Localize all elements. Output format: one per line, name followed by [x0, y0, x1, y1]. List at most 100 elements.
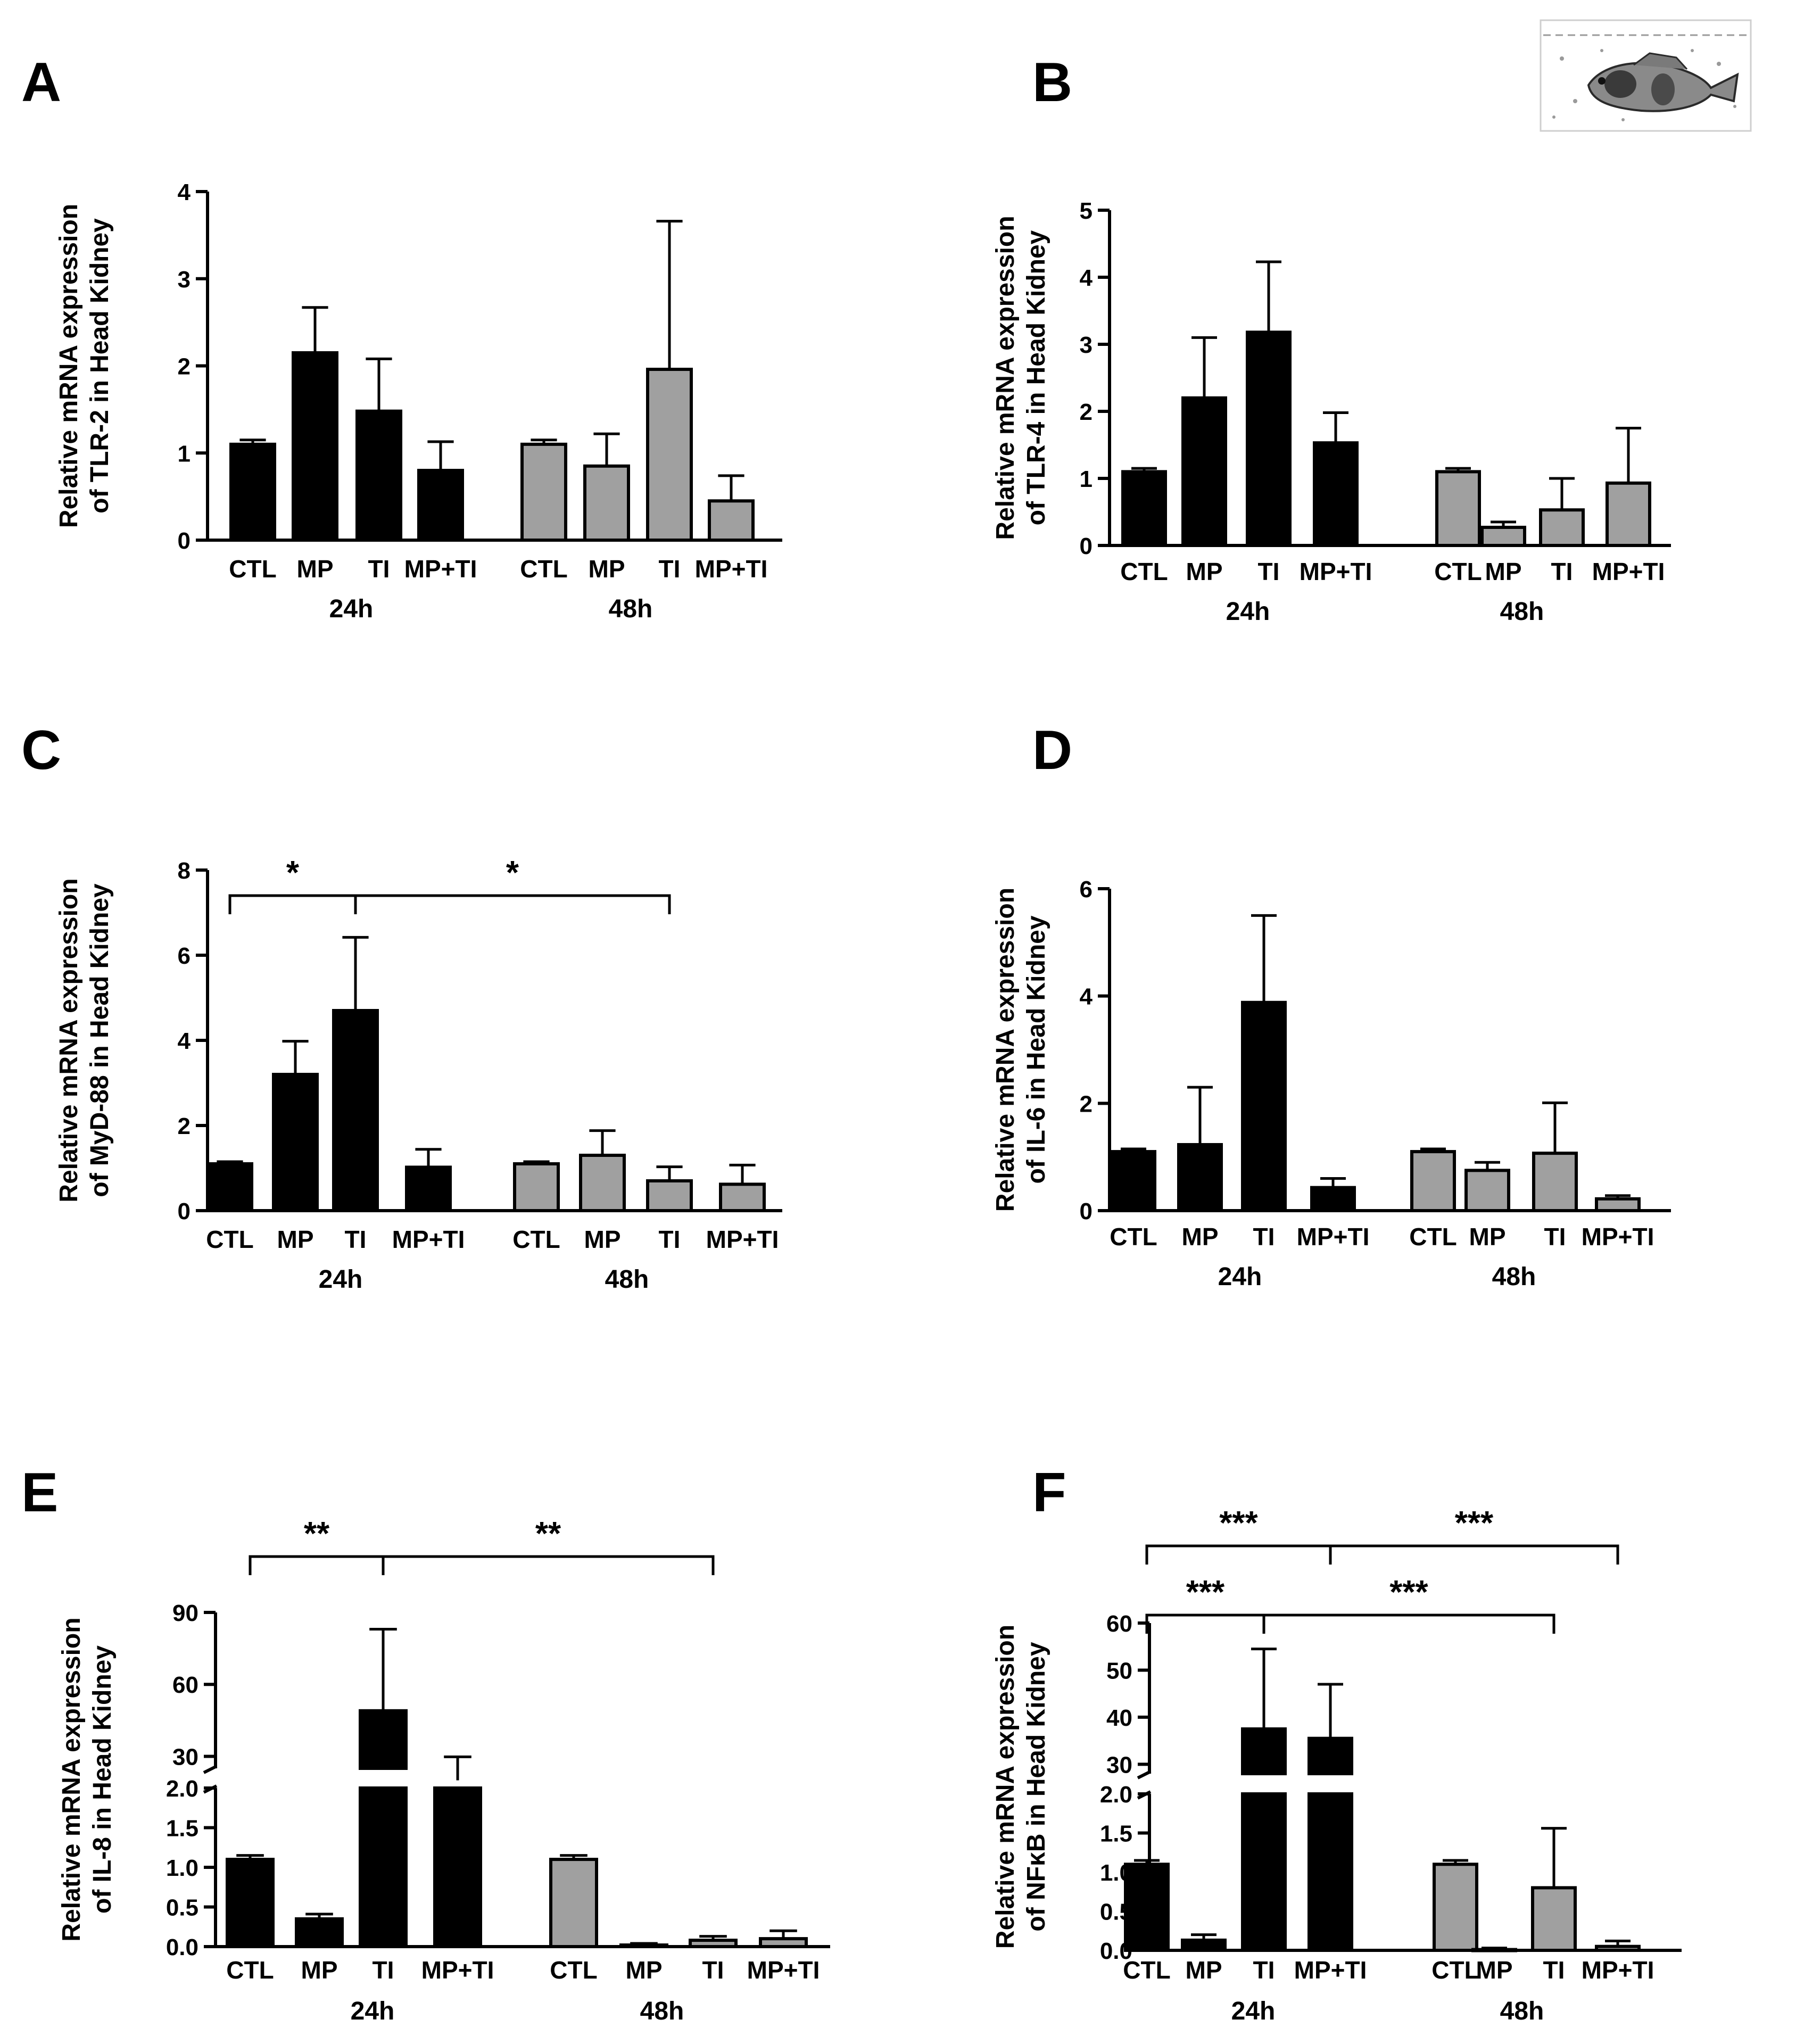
y-tick-label: 2.0 — [166, 1776, 198, 1802]
y-axis-label-line: Relative mRNA expression — [991, 216, 1020, 540]
bar-mp — [1181, 396, 1227, 547]
bar-ctl — [206, 1162, 253, 1212]
bar-mp — [295, 1917, 344, 1949]
x-tick-label: TI — [1258, 558, 1280, 585]
significance-bracket — [228, 894, 357, 914]
y-tick-label: 2 — [1080, 399, 1093, 425]
x-tick-label: MP — [1485, 558, 1522, 585]
panel-letter: B — [1032, 52, 1072, 113]
bar-ti — [1241, 1000, 1287, 1213]
y-tick-label: 4 — [1080, 265, 1093, 291]
bar-ti — [355, 409, 402, 542]
significance-label: *** — [1455, 1505, 1494, 1542]
bar-ti — [1246, 330, 1292, 547]
bar-mp-ti — [1595, 1944, 1641, 1952]
significance-label: *** — [1186, 1574, 1225, 1611]
y-axis-label: Relative mRNA expression of TLR-2 in Head… — [55, 204, 114, 528]
y-tick-label: 4 — [178, 1028, 191, 1054]
x-tick-label: MP — [584, 1226, 621, 1253]
x-tick-label: MP+TI — [404, 555, 477, 583]
bar-mp — [1464, 1169, 1510, 1212]
y-tick-label: 50 — [1106, 1658, 1132, 1684]
bar-ti — [332, 1009, 379, 1212]
bar-mp — [1177, 1143, 1223, 1213]
y-tick-label: 0 — [1080, 533, 1093, 559]
y-axis-label-line: Relative mRNA expression — [991, 1625, 1020, 1949]
bar-mp-ti-upper — [1308, 1736, 1353, 1775]
group-label: 24h — [319, 1265, 363, 1294]
axis-break-mark — [203, 1765, 218, 1774]
axes: 0.0 0.5 1.0 1.5 2.0 30 60 90 — [166, 1600, 830, 1960]
significance-bracket — [1262, 1613, 1555, 1634]
bar-ti — [689, 1939, 738, 1949]
y-tick-label: 60 — [172, 1672, 198, 1698]
y-tick-label: 0 — [178, 528, 191, 554]
y-tick-label: 2.0 — [1100, 1782, 1132, 1808]
significance-bracket — [382, 1555, 715, 1575]
x-tick-label: TI — [659, 1226, 681, 1253]
y-tick-label: 3 — [1080, 332, 1093, 358]
y-tick-label: 1.5 — [1100, 1821, 1132, 1847]
bar-ctl — [1111, 1150, 1156, 1212]
bar-mp-ti — [405, 1165, 452, 1212]
significance-label: *** — [1219, 1505, 1258, 1542]
group-label: 24h — [1218, 1263, 1262, 1291]
y-tick-label: 6 — [1080, 876, 1093, 903]
y-tick-label: 1 — [1080, 466, 1093, 492]
x-tick-label: CTL — [1120, 558, 1168, 585]
y-tick-label: 60 — [1106, 1611, 1132, 1637]
bar-ctl — [520, 442, 567, 542]
x-tick-label: CTL — [1434, 558, 1482, 585]
bar-mp-ti — [719, 1182, 766, 1212]
bar-ctl — [1121, 470, 1167, 548]
x-tick-label: MP — [589, 555, 625, 583]
y-tick-label: 1 — [178, 441, 191, 467]
bar-ctl — [1435, 470, 1481, 548]
panel-letter: A — [21, 52, 61, 113]
x-tick-label: MP — [1182, 1223, 1219, 1251]
significance-label: *** — [1389, 1574, 1428, 1611]
y-tick-label: 90 — [172, 1600, 198, 1626]
bar-ti-upper — [1241, 1727, 1287, 1775]
panel-letter: D — [1032, 719, 1072, 781]
bar-ti — [1532, 1152, 1578, 1213]
significance-label: ** — [535, 1516, 561, 1552]
group-label: 48h — [1500, 1997, 1544, 2025]
x-tick-label: TI — [368, 555, 390, 583]
group-label: 48h — [1500, 598, 1544, 626]
x-tick-label: TI — [1253, 1956, 1275, 1984]
bar-ti — [1531, 1886, 1577, 1952]
x-tick-label: MP — [297, 555, 334, 583]
panel-letter: C — [21, 719, 61, 781]
panel-A: A Relative mRNA expression of TLR-2 in Hea… — [21, 52, 782, 623]
x-tick-label: MP+TI — [1297, 1223, 1370, 1251]
x-tick-label: CTL — [520, 555, 567, 583]
x-tick-label: MP — [1186, 558, 1223, 585]
panel-E: E Relative mRNA expression of IL-8 in Head… — [21, 1462, 830, 2025]
bar-ctl — [513, 1162, 560, 1212]
y-axis-label-line: Relative mRNA expression — [57, 1617, 86, 1941]
significance-bracket — [1329, 1544, 1619, 1565]
y-tick-label: 4 — [178, 179, 191, 205]
significance-label: * — [286, 855, 300, 891]
y-axis-label-line: of IL-8 in Head Kidney — [88, 1645, 117, 1914]
y-tick-label: 40 — [1106, 1705, 1132, 1731]
y-tick-label: 30 — [1106, 1752, 1132, 1778]
x-tick-label: MP+TI — [1592, 558, 1665, 585]
y-axis-label-line: of NFκB in Head Kidney — [1022, 1642, 1050, 1931]
x-tick-label: MP — [1476, 1956, 1513, 1984]
bar-ctl — [1124, 1863, 1170, 1952]
group-label: 24h — [1231, 1997, 1276, 2025]
x-tick-label: MP+TI — [421, 1956, 494, 1984]
y-tick-label: 3 — [178, 267, 191, 293]
significance-bracket — [1145, 1544, 1332, 1565]
x-tick-label: MP — [277, 1226, 314, 1253]
x-tick-label: MP — [1186, 1956, 1222, 1984]
panel-C: C Relative mRNA expression of MyD-88 in He… — [21, 719, 782, 1294]
significance-bracket — [249, 1555, 385, 1575]
bar-ti — [646, 1179, 693, 1212]
bar-mp — [619, 1943, 668, 1949]
y-axis-label: Relative mRNA expression of TLR-4 in Head… — [991, 216, 1050, 540]
